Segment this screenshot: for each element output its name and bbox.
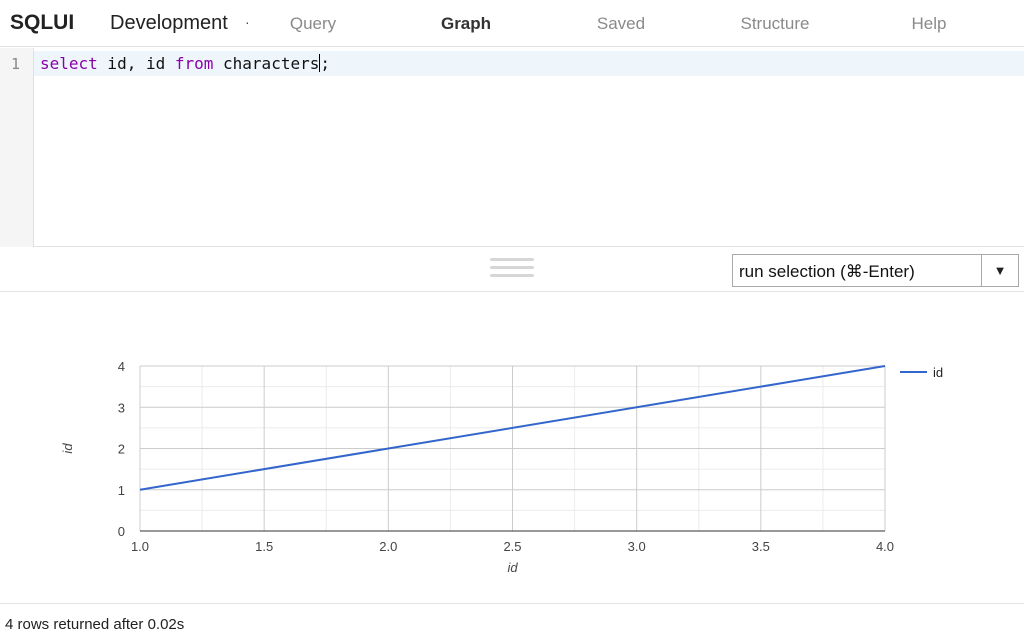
- x-tick-label: 4.0: [876, 539, 894, 554]
- tab-graph[interactable]: Graph: [440, 14, 492, 33]
- status-text: 4 rows returned after 0.02s: [5, 616, 185, 633]
- sql-editor[interactable]: 1 select id, id from characters;: [0, 48, 1024, 247]
- active-line-highlight: [34, 51, 1024, 76]
- x-tick-label: 1.5: [255, 539, 273, 554]
- status-bar: 4 rows returned after 0.02s: [0, 603, 1024, 644]
- y-tick-label: 3: [118, 400, 125, 415]
- tab-help[interactable]: Help: [911, 14, 947, 33]
- line-gutter: 1: [0, 48, 34, 247]
- run-mode-select[interactable]: run selection (⌘-Enter) ▼: [732, 254, 1019, 287]
- connection-status-indicator: ·: [245, 14, 250, 30]
- x-tick-label: 2.0: [379, 539, 397, 554]
- text-caret: [319, 54, 321, 72]
- tab-query[interactable]: Query: [289, 14, 337, 33]
- y-tick-label: 1: [118, 483, 125, 498]
- y-tick-label: 0: [118, 524, 125, 539]
- y-axis-title: id: [60, 443, 75, 454]
- dropdown-arrow-icon[interactable]: ▼: [981, 255, 1018, 286]
- code-table-name: characters: [213, 54, 320, 73]
- x-tick-label: 1.0: [131, 539, 149, 554]
- legend-label: id: [933, 365, 943, 380]
- code-columns: id, id: [97, 54, 175, 73]
- code-line[interactable]: select id, id from characters;: [40, 54, 330, 73]
- line-number: 1: [10, 55, 20, 73]
- x-tick-label: 3.0: [628, 539, 646, 554]
- editor-toolbar: run selection (⌘-Enter) ▼: [0, 248, 1024, 292]
- code-semicolon: ;: [320, 54, 330, 73]
- line-chart: 1.0 1.5 2.0 2.5 3.0 3.5 4.0 0 1 2 3 4 id id id: [60, 359, 943, 575]
- x-tick-label: 3.5: [752, 539, 770, 554]
- x-axis-title: id: [507, 560, 518, 575]
- result-chart: 1.0 1.5 2.0 2.5 3.0 3.5 4.0 0 1 2 3 4 id id id: [0, 293, 1024, 603]
- keyword-select: select: [40, 54, 98, 73]
- tab-structure[interactable]: Structure: [740, 14, 810, 33]
- y-tick-label: 4: [118, 359, 125, 374]
- header-bar: SQLUI Development · Query Graph Saved St…: [0, 0, 1024, 47]
- series-line-id: [139, 365, 886, 491]
- x-tick-label: 2.5: [503, 539, 521, 554]
- drag-handle-icon[interactable]: [490, 258, 534, 282]
- tab-saved[interactable]: Saved: [596, 14, 646, 33]
- keyword-from: from: [174, 54, 214, 73]
- y-tick-label: 2: [118, 442, 125, 457]
- app-brand[interactable]: SQLUI: [10, 11, 75, 34]
- connection-name[interactable]: Development: [110, 12, 228, 34]
- run-mode-label: run selection (⌘-Enter): [739, 262, 915, 281]
